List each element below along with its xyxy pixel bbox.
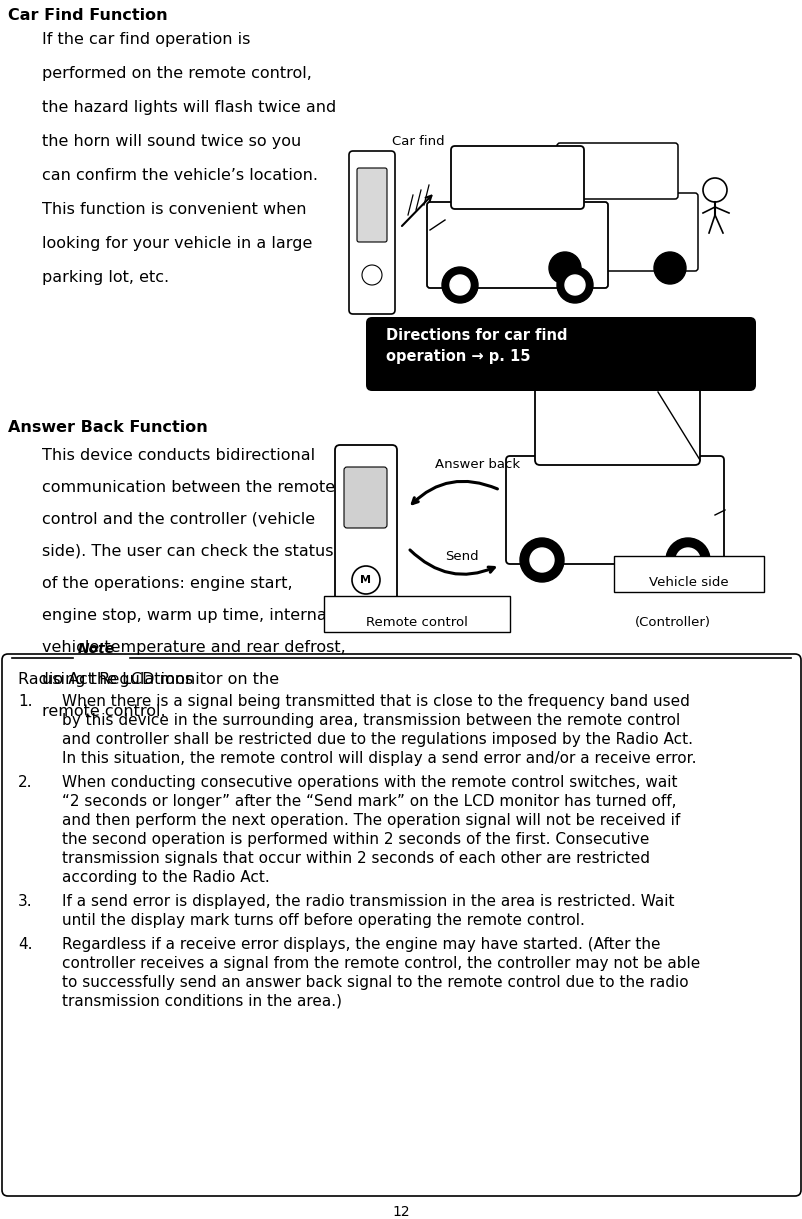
- Text: side). The user can check the status: side). The user can check the status: [42, 544, 333, 560]
- Circle shape: [557, 267, 592, 304]
- Text: 12: 12: [391, 1206, 409, 1219]
- Text: according to the Radio Act.: according to the Radio Act.: [62, 870, 269, 885]
- Text: operation → p. 15: operation → p. 15: [386, 349, 530, 364]
- Text: controller receives a signal from the remote control, the controller may not be : controller receives a signal from the re…: [62, 956, 699, 972]
- Text: Send: Send: [444, 550, 478, 563]
- Text: 1.: 1.: [18, 694, 32, 709]
- Text: Remote control: Remote control: [366, 616, 468, 629]
- Circle shape: [675, 549, 699, 572]
- Circle shape: [520, 538, 563, 581]
- Text: Car Find Function: Car Find Function: [8, 9, 168, 23]
- FancyBboxPatch shape: [334, 445, 396, 630]
- Text: 3.: 3.: [18, 894, 33, 909]
- Text: “2 seconds or longer” after the “Send mark” on the LCD monitor has turned off,: “2 seconds or longer” after the “Send ma…: [62, 794, 675, 809]
- Text: remote control.: remote control.: [42, 705, 165, 719]
- Text: 2.: 2.: [18, 775, 32, 790]
- FancyBboxPatch shape: [505, 456, 723, 564]
- Text: using the LCD monitor on the: using the LCD monitor on the: [42, 672, 279, 688]
- Text: by this device in the surrounding area, transmission between the remote control: by this device in the surrounding area, …: [62, 713, 679, 728]
- Circle shape: [665, 538, 709, 581]
- Text: performed on the remote control,: performed on the remote control,: [42, 66, 311, 80]
- Text: If a send error is displayed, the radio transmission in the area is restricted. : If a send error is displayed, the radio …: [62, 894, 674, 909]
- Text: parking lot, etc.: parking lot, etc.: [42, 269, 169, 285]
- Text: to successfully send an answer back signal to the remote control due to the radi: to successfully send an answer back sign…: [62, 975, 688, 990]
- FancyBboxPatch shape: [357, 168, 387, 243]
- Text: Answer back: Answer back: [435, 458, 520, 471]
- Text: Answer Back Function: Answer Back Function: [8, 421, 208, 435]
- Text: When conducting consecutive operations with the remote control switches, wait: When conducting consecutive operations w…: [62, 775, 677, 790]
- Text: (Controller): (Controller): [634, 616, 710, 629]
- Text: and then perform the next operation. The operation signal will not be received i: and then perform the next operation. The…: [62, 813, 679, 828]
- Text: Directions for car find: Directions for car find: [386, 328, 567, 343]
- Text: In this situation, the remote control will display a send error and/or a receive: In this situation, the remote control wi…: [62, 751, 695, 766]
- Circle shape: [529, 549, 553, 572]
- Circle shape: [565, 275, 585, 295]
- Text: looking for your vehicle in a large: looking for your vehicle in a large: [42, 236, 312, 251]
- Text: engine stop, warm up time, internal: engine stop, warm up time, internal: [42, 608, 331, 623]
- FancyBboxPatch shape: [557, 143, 677, 199]
- FancyBboxPatch shape: [323, 596, 509, 631]
- FancyBboxPatch shape: [2, 655, 800, 1196]
- Text: the hazard lights will flash twice and: the hazard lights will flash twice and: [42, 100, 336, 115]
- FancyBboxPatch shape: [349, 151, 395, 315]
- Text: Note: Note: [78, 642, 115, 656]
- Text: of the operations: engine start,: of the operations: engine start,: [42, 577, 292, 591]
- Text: communication between the remote: communication between the remote: [42, 480, 334, 495]
- Text: until the display mark turns off before operating the remote control.: until the display mark turns off before …: [62, 913, 584, 928]
- FancyBboxPatch shape: [451, 146, 583, 208]
- FancyBboxPatch shape: [614, 556, 763, 592]
- Circle shape: [449, 275, 469, 295]
- Text: This function is convenient when: This function is convenient when: [42, 202, 306, 217]
- Text: transmission signals that occur within 2 seconds of each other are restricted: transmission signals that occur within 2…: [62, 851, 649, 865]
- Circle shape: [549, 252, 581, 284]
- FancyBboxPatch shape: [537, 193, 697, 271]
- Text: When there is a signal being transmitted that is close to the frequency band use: When there is a signal being transmitted…: [62, 694, 689, 709]
- Circle shape: [441, 267, 477, 304]
- Text: Regardless if a receive error displays, the engine may have started. (After the: Regardless if a receive error displays, …: [62, 937, 660, 952]
- Text: and controller shall be restricted due to the regulations imposed by the Radio A: and controller shall be restricted due t…: [62, 731, 692, 747]
- FancyBboxPatch shape: [343, 467, 387, 528]
- Text: Vehicle side: Vehicle side: [648, 577, 728, 589]
- FancyBboxPatch shape: [366, 317, 755, 391]
- Text: This device conducts bidirectional: This device conducts bidirectional: [42, 449, 314, 463]
- Text: transmission conditions in the area.): transmission conditions in the area.): [62, 993, 342, 1009]
- Text: 4.: 4.: [18, 937, 32, 952]
- Text: Car find: Car find: [391, 135, 444, 147]
- Text: vehicle temperature and rear defrost,: vehicle temperature and rear defrost,: [42, 640, 346, 655]
- Text: M: M: [360, 575, 371, 585]
- Text: can confirm the vehicle’s location.: can confirm the vehicle’s location.: [42, 168, 318, 183]
- Text: the horn will sound twice so you: the horn will sound twice so you: [42, 134, 301, 149]
- FancyBboxPatch shape: [534, 385, 699, 464]
- Text: If the car find operation is: If the car find operation is: [42, 32, 250, 48]
- Text: control and the controller (vehicle: control and the controller (vehicle: [42, 512, 314, 527]
- Text: the second operation is performed within 2 seconds of the first. Consecutive: the second operation is performed within…: [62, 833, 649, 847]
- FancyBboxPatch shape: [427, 202, 607, 288]
- Text: Radio Act Regulations: Radio Act Regulations: [18, 672, 193, 688]
- Circle shape: [653, 252, 685, 284]
